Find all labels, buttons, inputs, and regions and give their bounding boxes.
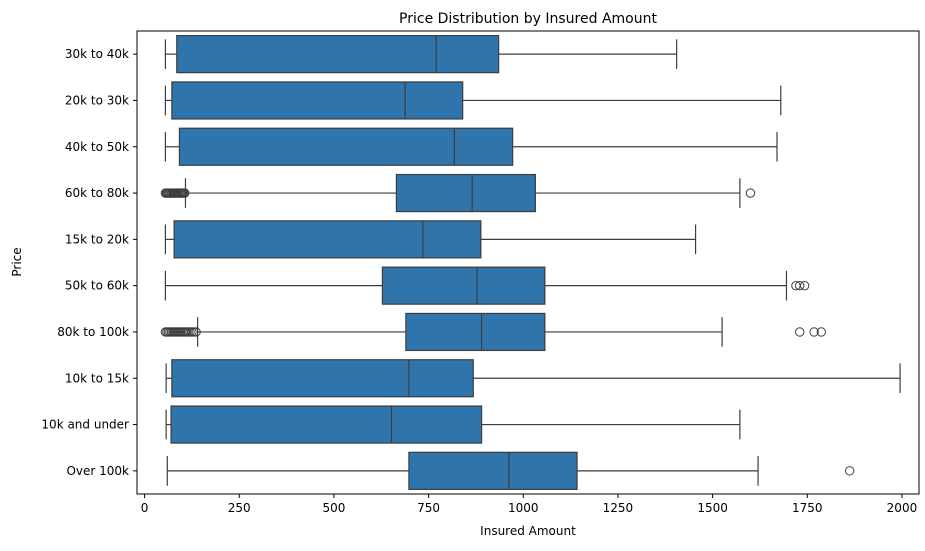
y-tick-label: 30k to 40k xyxy=(65,47,129,61)
y-axis: 30k to 40k 20k to 30k 40k to 50k 60k to 80k… xyxy=(41,47,137,478)
plot-area xyxy=(160,35,901,490)
box-group xyxy=(164,127,778,166)
x-tick-label: 0 xyxy=(141,501,149,515)
y-tick-label: 40k to 50k xyxy=(65,140,129,154)
y-tick-label: 50k to 60k xyxy=(65,279,129,293)
box xyxy=(381,266,546,305)
y-tick-label: 20k to 30k xyxy=(65,93,129,107)
outlier-point xyxy=(809,327,819,337)
x-tick-label: 1250 xyxy=(603,501,634,515)
outlier-point xyxy=(180,188,190,198)
box xyxy=(170,405,483,444)
box xyxy=(405,312,546,352)
x-tick-label: 1750 xyxy=(792,501,823,515)
outlier-point xyxy=(799,280,810,291)
box xyxy=(178,127,514,166)
y-tick-label: 80k to 100k xyxy=(57,325,129,339)
box-group xyxy=(160,312,826,352)
y-tick-label: Over 100k xyxy=(66,464,129,478)
box xyxy=(176,35,500,74)
box xyxy=(171,359,474,398)
box-group xyxy=(164,266,810,305)
outlier-point xyxy=(795,280,805,291)
y-axis-label: Price xyxy=(10,247,24,276)
x-axis: 0 250 500 750 1000 1250 1500 1750 2000 xyxy=(141,494,917,515)
x-tick-label: 1000 xyxy=(508,501,539,515)
box-group xyxy=(164,35,678,74)
y-tick-label: 15k to 20k xyxy=(65,232,129,246)
box xyxy=(395,173,536,213)
x-tick-label: 500 xyxy=(322,501,345,515)
y-tick-label: 10k and under xyxy=(41,418,129,432)
outlier-point xyxy=(189,327,199,337)
x-axis-label: Insured Amount xyxy=(480,524,576,538)
y-tick-label: 10k to 15k xyxy=(65,371,129,385)
x-tick-label: 750 xyxy=(417,501,440,515)
box xyxy=(408,451,578,490)
box-group xyxy=(165,405,741,444)
y-tick-label: 60k to 80k xyxy=(65,186,129,200)
box-group xyxy=(160,173,756,213)
outlier-point xyxy=(816,327,826,337)
box xyxy=(171,81,464,120)
plot-frame xyxy=(136,30,920,495)
box-group xyxy=(164,220,697,259)
outlier-point xyxy=(745,188,756,198)
outlier-point xyxy=(795,327,805,337)
x-tick-label: 2000 xyxy=(887,501,918,515)
chart-title: Price Distribution by Insured Amount xyxy=(399,11,657,27)
x-tick-label: 1500 xyxy=(697,501,728,515)
outlier-point xyxy=(191,327,201,337)
box-group xyxy=(166,451,855,490)
outlier-point xyxy=(844,466,855,476)
box xyxy=(173,220,482,259)
x-tick-label: 250 xyxy=(228,501,251,515)
box-group xyxy=(165,359,901,398)
box-group xyxy=(164,81,782,120)
